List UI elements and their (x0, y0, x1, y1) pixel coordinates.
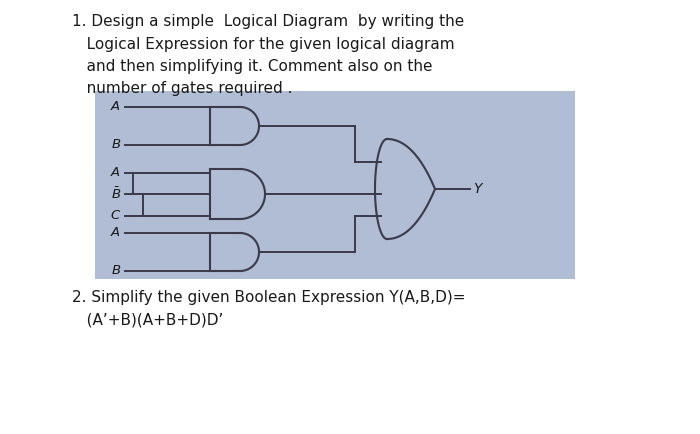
Text: (A’+B)(A+B+D)D’: (A’+B)(A+B+D)D’ (72, 312, 223, 328)
FancyBboxPatch shape (95, 91, 575, 279)
Text: $\bar{B}$: $\bar{B}$ (111, 186, 121, 202)
Text: $Y$: $Y$ (473, 182, 484, 196)
Text: $B$: $B$ (111, 264, 121, 277)
Text: $C$: $C$ (110, 209, 121, 222)
Text: and then simplifying it. Comment also on the: and then simplifying it. Comment also on… (72, 59, 433, 74)
Text: Logical Expression for the given logical diagram: Logical Expression for the given logical… (72, 36, 454, 52)
Text: $A$: $A$ (110, 227, 121, 240)
Text: 1. Design a simple  Logical Diagram  by writing the: 1. Design a simple Logical Diagram by wr… (72, 14, 464, 29)
Text: $B$: $B$ (111, 138, 121, 151)
Text: $A$: $A$ (110, 101, 121, 114)
Text: number of gates required .: number of gates required . (72, 82, 293, 96)
Text: $A$: $A$ (110, 166, 121, 179)
Text: 2. Simplify the given Boolean Expression Y(A,B,D)=: 2. Simplify the given Boolean Expression… (72, 290, 466, 305)
